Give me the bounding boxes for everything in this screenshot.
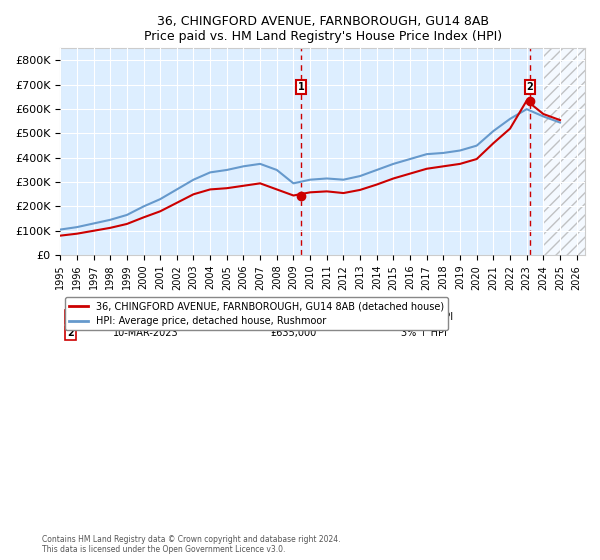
36, CHINGFORD AVENUE, FARNBOROUGH, GU14 8AB (detached house)	[340, 190, 347, 197]
HPI: Average price, detached house, Rushmoor: (2.01e+03, 3.15e+05): Average price, detached house, Rushmoor:…	[323, 175, 331, 182]
36, CHINGFORD AVENUE, FARNBOROUGH, GU14 8AB (detached house)	[506, 125, 514, 132]
36, CHINGFORD AVENUE, FARNBOROUGH, GU14 8AB (detached house)	[73, 230, 80, 237]
HPI: Average price, detached house, Rushmoor: (2.01e+03, 3.65e+05): Average price, detached house, Rushmoor:…	[240, 163, 247, 170]
Text: 16-JUN-2009: 16-JUN-2009	[113, 312, 175, 322]
HPI: Average price, detached house, Rushmoor: (2.02e+03, 4.2e+05): Average price, detached house, Rushmoor:…	[440, 150, 447, 156]
36, CHINGFORD AVENUE, FARNBOROUGH, GU14 8AB (detached house)	[223, 185, 230, 192]
36, CHINGFORD AVENUE, FARNBOROUGH, GU14 8AB (detached house)	[56, 232, 64, 239]
Text: £635,000: £635,000	[270, 328, 316, 338]
36, CHINGFORD AVENUE, FARNBOROUGH, GU14 8AB (detached house)	[307, 189, 314, 195]
36, CHINGFORD AVENUE, FARNBOROUGH, GU14 8AB (detached house)	[90, 227, 97, 234]
Text: 1: 1	[67, 312, 74, 322]
36, CHINGFORD AVENUE, FARNBOROUGH, GU14 8AB (detached house)	[373, 181, 380, 188]
HPI: Average price, detached house, Rushmoor: (2.02e+03, 6e+05): Average price, detached house, Rushmoor:…	[523, 106, 530, 113]
HPI: Average price, detached house, Rushmoor: (2.01e+03, 3.25e+05): Average price, detached house, Rushmoor:…	[356, 172, 364, 179]
36, CHINGFORD AVENUE, FARNBOROUGH, GU14 8AB (detached house)	[390, 175, 397, 182]
HPI: Average price, detached house, Rushmoor: (2.01e+03, 3.5e+05): Average price, detached house, Rushmoor:…	[373, 167, 380, 174]
Text: Contains HM Land Registry data © Crown copyright and database right 2024.
This d: Contains HM Land Registry data © Crown c…	[42, 535, 341, 554]
36, CHINGFORD AVENUE, FARNBOROUGH, GU14 8AB (detached house)	[490, 140, 497, 147]
36, CHINGFORD AVENUE, FARNBOROUGH, GU14 8AB (detached house)	[556, 116, 563, 123]
HPI: Average price, detached house, Rushmoor: (2.02e+03, 5.1e+05): Average price, detached house, Rushmoor:…	[490, 128, 497, 134]
36, CHINGFORD AVENUE, FARNBOROUGH, GU14 8AB (detached house)	[273, 186, 280, 193]
Line: 36, CHINGFORD AVENUE, FARNBOROUGH, GU14 8AB (detached house): 36, CHINGFORD AVENUE, FARNBOROUGH, GU14 …	[60, 101, 560, 236]
Text: 10-MAR-2023: 10-MAR-2023	[113, 328, 178, 338]
HPI: Average price, detached house, Rushmoor: (2e+03, 1.05e+05): Average price, detached house, Rushmoor:…	[56, 226, 64, 233]
36, CHINGFORD AVENUE, FARNBOROUGH, GU14 8AB (detached house)	[157, 208, 164, 214]
HPI: Average price, detached house, Rushmoor: (2.02e+03, 3.75e+05): Average price, detached house, Rushmoor:…	[390, 161, 397, 167]
36, CHINGFORD AVENUE, FARNBOROUGH, GU14 8AB (detached house)	[473, 156, 481, 162]
36, CHINGFORD AVENUE, FARNBOROUGH, GU14 8AB (detached house)	[290, 192, 297, 199]
Text: 17% ↓ HPI: 17% ↓ HPI	[401, 312, 454, 322]
HPI: Average price, detached house, Rushmoor: (2.02e+03, 3.95e+05): Average price, detached house, Rushmoor:…	[406, 156, 413, 162]
HPI: Average price, detached house, Rushmoor: (2.02e+03, 5.45e+05): Average price, detached house, Rushmoor:…	[556, 119, 563, 126]
HPI: Average price, detached house, Rushmoor: (2.02e+03, 5.7e+05): Average price, detached house, Rushmoor:…	[540, 113, 547, 120]
HPI: Average price, detached house, Rushmoor: (2e+03, 1.15e+05): Average price, detached house, Rushmoor:…	[73, 224, 80, 231]
HPI: Average price, detached house, Rushmoor: (2e+03, 2e+05): Average price, detached house, Rushmoor:…	[140, 203, 147, 210]
HPI: Average price, detached house, Rushmoor: (2e+03, 3.4e+05): Average price, detached house, Rushmoor:…	[206, 169, 214, 176]
Text: 2: 2	[526, 82, 533, 92]
HPI: Average price, detached house, Rushmoor: (2.02e+03, 4.15e+05): Average price, detached house, Rushmoor:…	[423, 151, 430, 157]
HPI: Average price, detached house, Rushmoor: (2.02e+03, 5.6e+05): Average price, detached house, Rushmoor:…	[506, 115, 514, 122]
HPI: Average price, detached house, Rushmoor: (2e+03, 1.3e+05): Average price, detached house, Rushmoor:…	[90, 220, 97, 227]
36, CHINGFORD AVENUE, FARNBOROUGH, GU14 8AB (detached house)	[540, 111, 547, 118]
HPI: Average price, detached house, Rushmoor: (2e+03, 2.7e+05): Average price, detached house, Rushmoor:…	[173, 186, 181, 193]
Text: 1: 1	[298, 82, 304, 92]
HPI: Average price, detached house, Rushmoor: (2.01e+03, 3.5e+05): Average price, detached house, Rushmoor:…	[273, 167, 280, 174]
HPI: Average price, detached house, Rushmoor: (2e+03, 3.1e+05): Average price, detached house, Rushmoor:…	[190, 176, 197, 183]
Line: HPI: Average price, detached house, Rushmoor: HPI: Average price, detached house, Rush…	[60, 109, 560, 230]
36, CHINGFORD AVENUE, FARNBOROUGH, GU14 8AB (detached house)	[240, 183, 247, 189]
HPI: Average price, detached house, Rushmoor: (2e+03, 3.5e+05): Average price, detached house, Rushmoor:…	[223, 167, 230, 174]
HPI: Average price, detached house, Rushmoor: (2e+03, 1.45e+05): Average price, detached house, Rushmoor:…	[107, 217, 114, 223]
36, CHINGFORD AVENUE, FARNBOROUGH, GU14 8AB (detached house)	[257, 180, 264, 186]
36, CHINGFORD AVENUE, FARNBOROUGH, GU14 8AB (detached house)	[190, 191, 197, 198]
36, CHINGFORD AVENUE, FARNBOROUGH, GU14 8AB (detached house)	[123, 221, 130, 227]
Text: 3% ↑ HPI: 3% ↑ HPI	[401, 328, 447, 338]
Text: 2: 2	[67, 328, 74, 338]
36, CHINGFORD AVENUE, FARNBOROUGH, GU14 8AB (detached house)	[440, 163, 447, 170]
36, CHINGFORD AVENUE, FARNBOROUGH, GU14 8AB (detached house)	[406, 170, 413, 177]
Legend: 36, CHINGFORD AVENUE, FARNBOROUGH, GU14 8AB (detached house), HPI: Average price: 36, CHINGFORD AVENUE, FARNBOROUGH, GU14 …	[65, 297, 448, 330]
36, CHINGFORD AVENUE, FARNBOROUGH, GU14 8AB (detached house)	[523, 97, 530, 104]
36, CHINGFORD AVENUE, FARNBOROUGH, GU14 8AB (detached house)	[423, 165, 430, 172]
36, CHINGFORD AVENUE, FARNBOROUGH, GU14 8AB (detached house)	[107, 225, 114, 231]
HPI: Average price, detached house, Rushmoor: (2e+03, 1.65e+05): Average price, detached house, Rushmoor:…	[123, 212, 130, 218]
HPI: Average price, detached house, Rushmoor: (2.02e+03, 4.5e+05): Average price, detached house, Rushmoor:…	[473, 142, 481, 149]
HPI: Average price, detached house, Rushmoor: (2.01e+03, 2.95e+05): Average price, detached house, Rushmoor:…	[290, 180, 297, 186]
36, CHINGFORD AVENUE, FARNBOROUGH, GU14 8AB (detached house)	[323, 188, 331, 195]
HPI: Average price, detached house, Rushmoor: (2e+03, 2.3e+05): Average price, detached house, Rushmoor:…	[157, 196, 164, 203]
HPI: Average price, detached house, Rushmoor: (2.01e+03, 3.1e+05): Average price, detached house, Rushmoor:…	[340, 176, 347, 183]
36, CHINGFORD AVENUE, FARNBOROUGH, GU14 8AB (detached house)	[173, 199, 181, 206]
HPI: Average price, detached house, Rushmoor: (2.01e+03, 3.75e+05): Average price, detached house, Rushmoor:…	[257, 161, 264, 167]
HPI: Average price, detached house, Rushmoor: (2.01e+03, 3.1e+05): Average price, detached house, Rushmoor:…	[307, 176, 314, 183]
Title: 36, CHINGFORD AVENUE, FARNBOROUGH, GU14 8AB
Price paid vs. HM Land Registry's Ho: 36, CHINGFORD AVENUE, FARNBOROUGH, GU14 …	[143, 15, 502, 43]
36, CHINGFORD AVENUE, FARNBOROUGH, GU14 8AB (detached house)	[206, 186, 214, 193]
HPI: Average price, detached house, Rushmoor: (2.02e+03, 4.3e+05): Average price, detached house, Rushmoor:…	[457, 147, 464, 154]
36, CHINGFORD AVENUE, FARNBOROUGH, GU14 8AB (detached house)	[356, 186, 364, 193]
Text: £245,000: £245,000	[270, 312, 317, 322]
36, CHINGFORD AVENUE, FARNBOROUGH, GU14 8AB (detached house)	[457, 161, 464, 167]
36, CHINGFORD AVENUE, FARNBOROUGH, GU14 8AB (detached house)	[140, 214, 147, 221]
Bar	[60, 48, 544, 255]
